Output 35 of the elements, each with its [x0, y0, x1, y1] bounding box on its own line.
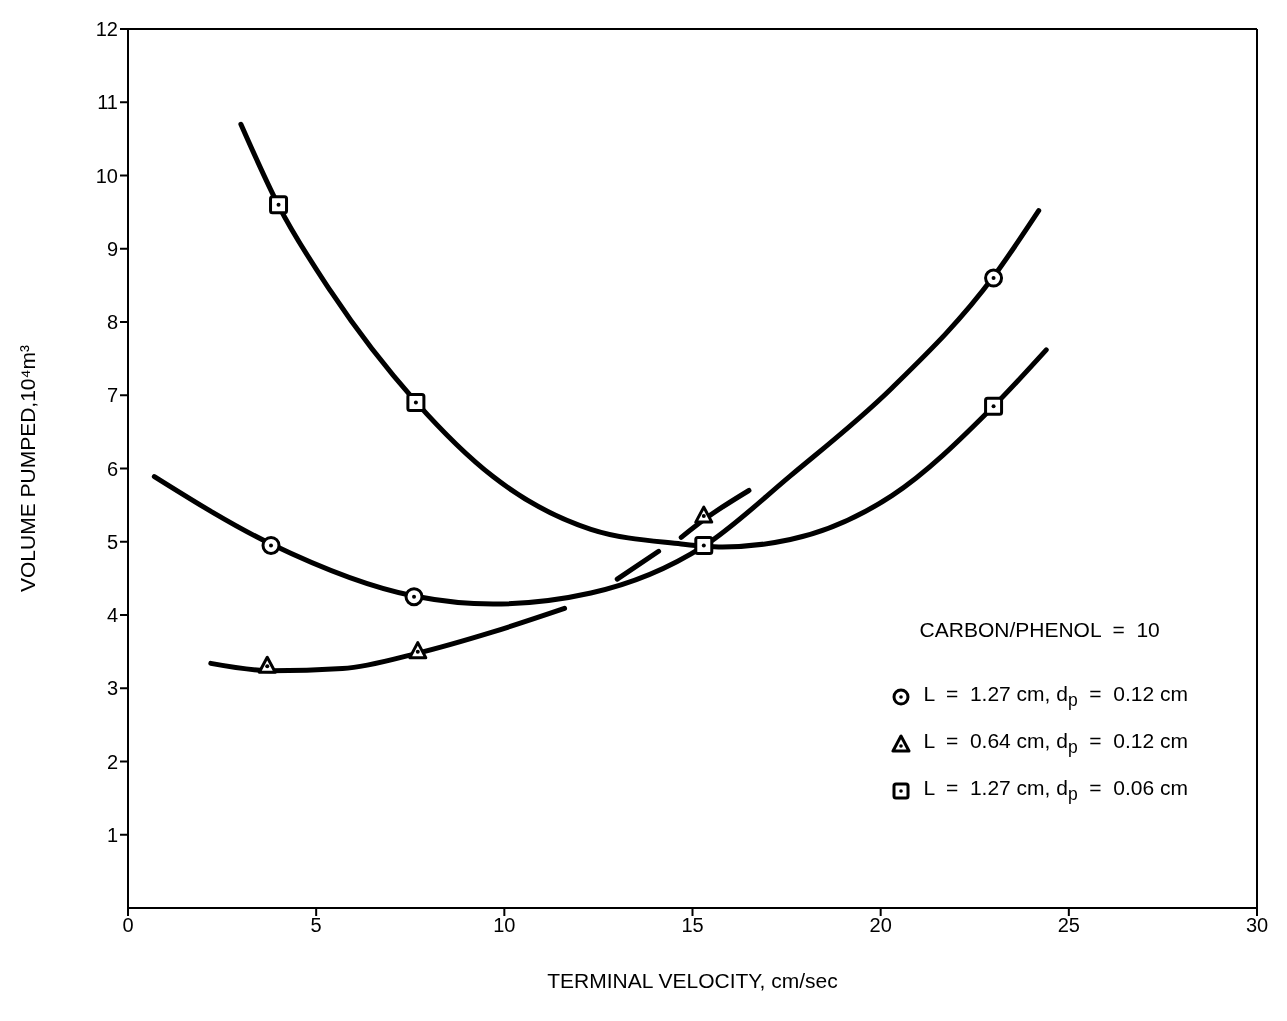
point [984, 268, 1004, 288]
legend-label: L = 1.27 cm, d$_{p}$ = 0.06 cm [923, 776, 1188, 806]
point [694, 505, 714, 524]
y-tick-label: 7 [106, 384, 118, 407]
x-tick-label: 20 [869, 914, 892, 937]
x-axis-title: TERMINAL VELOCITY, cm/sec [547, 969, 838, 992]
y-tick-label: 2 [106, 750, 118, 773]
x-tick-label: 10 [493, 914, 516, 937]
y-tick-label: 12 [95, 18, 118, 41]
x-tick-label: 25 [1057, 914, 1080, 937]
y-tick-label: 11 [97, 91, 118, 114]
point [408, 641, 428, 660]
point [984, 396, 1004, 416]
x-tick-label: 5 [310, 914, 322, 937]
point [257, 655, 277, 674]
x-tick-label: 30 [1245, 914, 1269, 937]
legend-label: L = 1.27 cm, d$_{p}$ = 0.12 cm [923, 682, 1188, 712]
point [404, 587, 424, 607]
x-tick-label: 15 [681, 914, 704, 937]
y-tick-label: 5 [106, 530, 118, 553]
point [406, 393, 426, 413]
point [269, 195, 289, 215]
x-tick-label: 0 [122, 914, 134, 937]
y-tick-label: 3 [106, 677, 118, 700]
y-tick-label: 4 [106, 604, 118, 627]
annotation: CARBON/PHENOL = 10 [918, 618, 1161, 642]
point [261, 535, 281, 555]
y-tick-label: 6 [106, 457, 118, 480]
y-tick-label: 9 [106, 237, 118, 260]
y-tick-label: 8 [106, 311, 118, 334]
point [694, 535, 714, 555]
legend-label: L = 0.64 cm, d$_{p}$ = 0.12 cm [923, 729, 1188, 759]
y-tick-label: 10 [95, 164, 118, 187]
y-tick-label: 1 [106, 823, 118, 846]
y-axis-title: VOLUME PUMPED,10⁴m³ [16, 344, 40, 593]
